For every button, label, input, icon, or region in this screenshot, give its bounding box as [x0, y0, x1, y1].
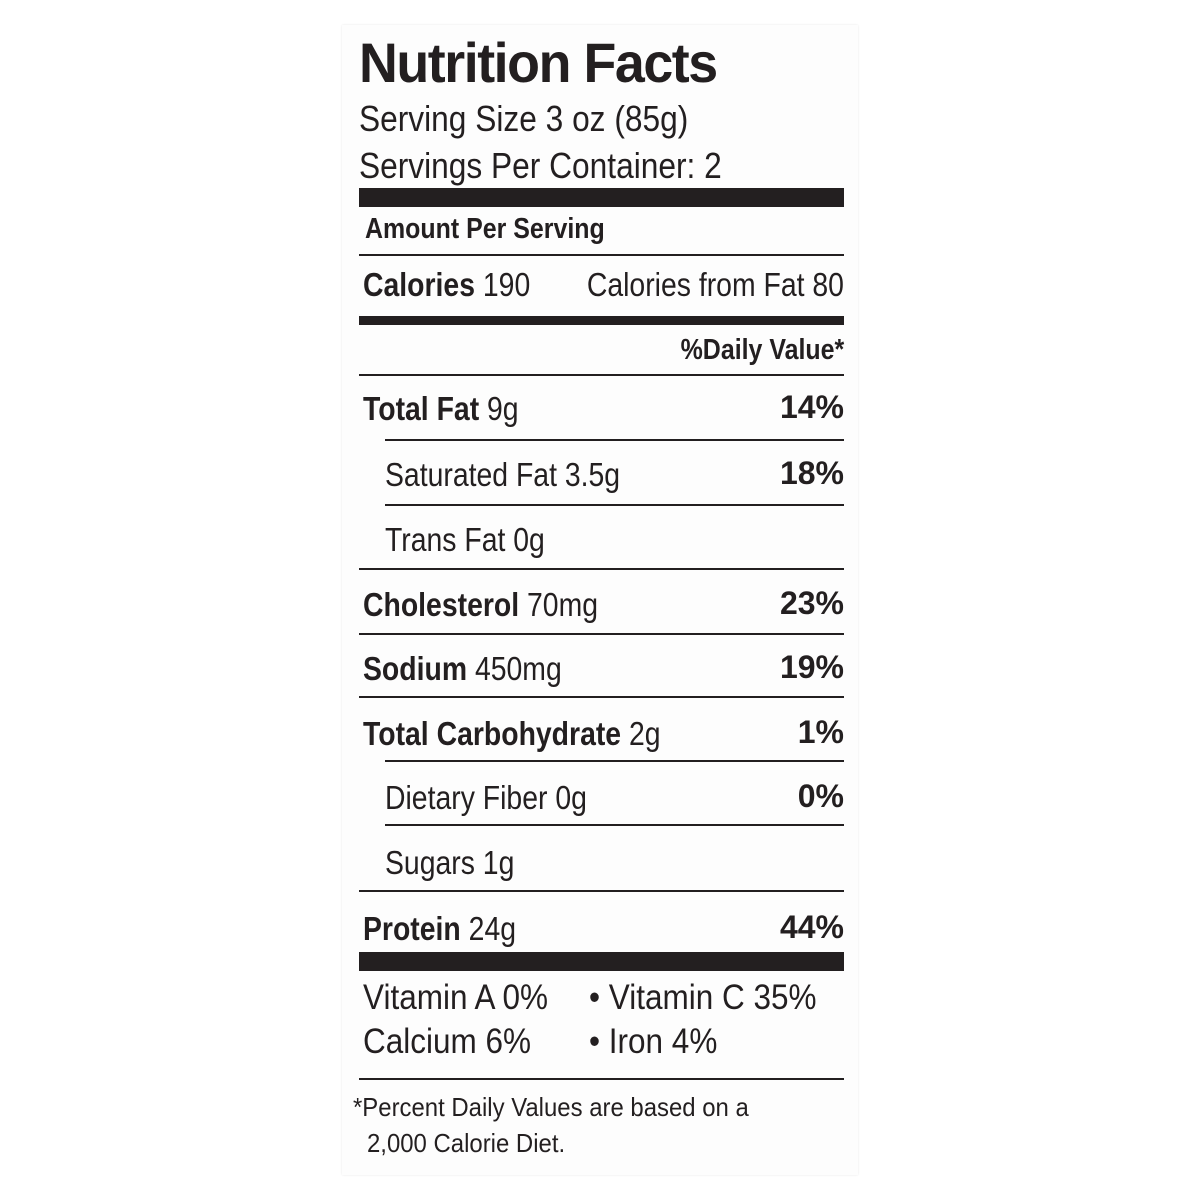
nutrient-row-dietary-fiber: Dietary Fiber 0g 0%	[359, 771, 844, 817]
calories-from-fat: Calories from Fat 80	[586, 266, 844, 303]
iron: • Iron 4%	[589, 1022, 718, 1061]
nutrient-row-saturated-fat: Saturated Fat 3.5g 18%	[359, 448, 844, 494]
divider	[359, 254, 844, 256]
nutrient-row-sodium: Sodium 450mg 19%	[359, 642, 844, 688]
label-title: Nutrition Facts	[359, 31, 718, 94]
divider	[359, 890, 844, 892]
nutrient-row-total-carbohydrate: Total Carbohydrate 2g 1%	[359, 707, 844, 753]
divider	[385, 504, 844, 506]
nutrient-amount: 450mg	[474, 650, 562, 687]
nutrient-row-cholesterol: Cholesterol 70mg 23%	[359, 578, 844, 624]
nutrient-amount: 2g	[628, 715, 661, 752]
nutrient-name: Sodium	[363, 650, 468, 687]
nutrient-row-total-fat: Total Fat 9g 14%	[359, 382, 844, 428]
nutrient-dv: 44%	[779, 909, 844, 945]
calories-row: Calories 190	[363, 266, 530, 304]
nutrient-name: Protein	[363, 910, 461, 947]
nutrient-dv: 1%	[797, 714, 844, 750]
medium-divider	[359, 316, 844, 325]
nutrient-dv: 23%	[779, 585, 844, 621]
nutrient-amount: 24g	[468, 910, 517, 947]
label-panel	[342, 25, 858, 1175]
calories-label: Calories	[363, 266, 476, 303]
vitamin-c: • Vitamin C 35%	[589, 978, 817, 1017]
nutrient-name: Trans Fat 0g	[385, 521, 545, 558]
nutrient-name: Dietary Fiber 0g	[385, 779, 587, 816]
divider	[385, 824, 844, 826]
thick-divider	[359, 952, 844, 971]
vitamin-a: Vitamin A 0%	[363, 978, 549, 1017]
footnote-line-2: 2,000 Calorie Diet.	[367, 1128, 566, 1158]
nutrient-name: Sugars 1g	[385, 844, 515, 881]
nutrient-amount: 70mg	[527, 586, 599, 623]
divider	[359, 568, 844, 570]
daily-value-header: %Daily Value*	[680, 334, 844, 366]
divider	[385, 439, 844, 441]
nutrient-name: Total Carbohydrate	[363, 715, 622, 752]
servings-per-container: Servings Per Container: 2	[359, 145, 722, 186]
nutrient-name: Saturated Fat 3.5g	[385, 456, 621, 493]
divider	[359, 1078, 844, 1080]
nutrient-amount: 9g	[487, 390, 519, 427]
divider	[359, 633, 844, 635]
thick-divider	[359, 188, 844, 207]
nutrient-name: Total Fat	[363, 390, 480, 427]
nutrient-row-sugars: Sugars 1g	[359, 836, 844, 882]
nutrient-row-trans-fat: Trans Fat 0g	[359, 513, 844, 559]
serving-size: Serving Size 3 oz (85g)	[359, 98, 689, 139]
divider	[359, 696, 844, 698]
nutrient-dv: 14%	[779, 389, 844, 425]
nutrient-dv: 19%	[779, 649, 844, 685]
nutrient-row-protein: Protein 24g 44%	[359, 902, 844, 948]
calories-value: 190	[482, 266, 531, 303]
divider	[385, 760, 844, 762]
footnote-line-1: *Percent Daily Values are based on a	[353, 1092, 749, 1122]
calcium: Calcium 6%	[363, 1022, 532, 1061]
nutrient-dv: 18%	[779, 455, 844, 491]
nutrient-name: Cholesterol	[363, 586, 520, 623]
amount-per-serving: Amount Per Serving	[365, 213, 605, 245]
divider	[359, 374, 844, 376]
nutrient-dv: 0%	[797, 778, 844, 814]
